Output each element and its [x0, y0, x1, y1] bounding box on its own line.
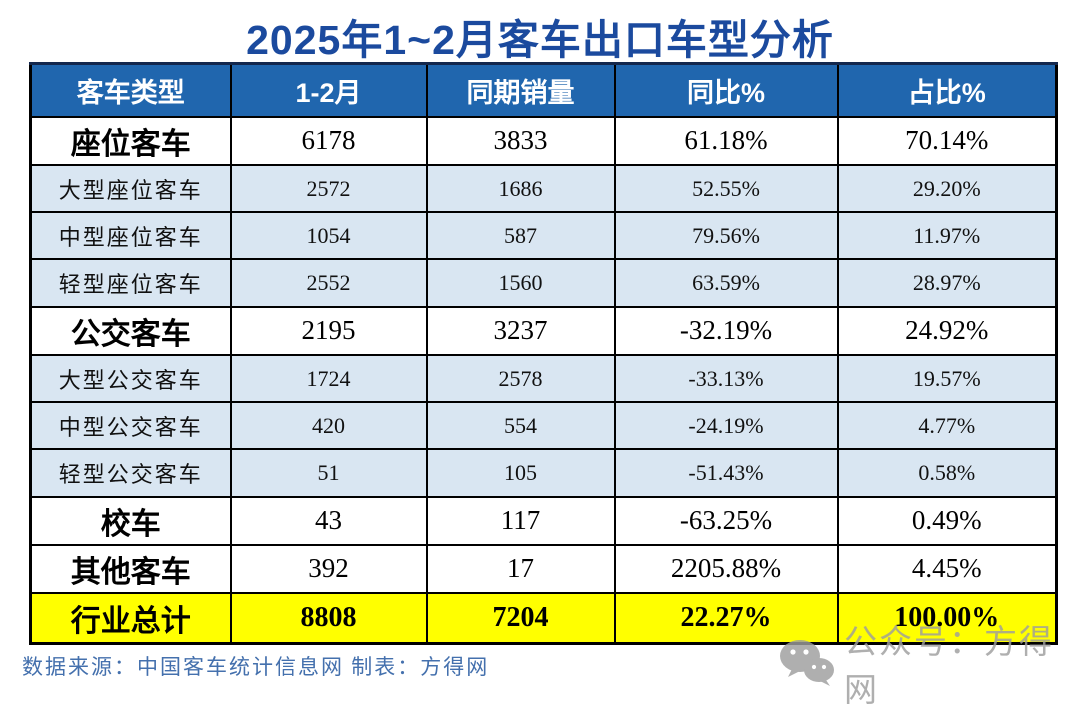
- category-cell: 中型公交客车: [29, 401, 232, 451]
- category-cell: 大型座位客车: [29, 163, 232, 214]
- value-cell: 6178: [229, 115, 428, 167]
- value-cell: 1724: [229, 353, 428, 404]
- value-cell: 117: [425, 495, 616, 546]
- value-cell: 2552: [229, 258, 428, 308]
- value-cell: 0.49%: [836, 495, 1058, 546]
- category-cell: 轻型座位客车: [29, 258, 232, 308]
- value-cell: -63.25%: [613, 495, 839, 546]
- value-cell: 4.45%: [836, 543, 1058, 595]
- value-cell: 51: [229, 448, 428, 498]
- value-cell: 70.14%: [836, 115, 1058, 167]
- category-cell: 轻型公交客车: [29, 448, 232, 498]
- table-header-row: 客车类型 1-2月 同期销量 同比% 占比%: [29, 61, 1058, 118]
- table-row-medium-seated: 中型座位客车 1054 587 79.56% 11.97%: [29, 211, 1058, 261]
- value-cell: -51.43%: [613, 448, 839, 498]
- value-cell: 105: [425, 448, 616, 498]
- page-title: 2025年1~2月客车出口车型分析: [246, 17, 834, 63]
- value-cell: 19.57%: [836, 353, 1058, 404]
- category-cell: 座位客车: [29, 115, 232, 167]
- value-cell: 22.27%: [613, 592, 839, 645]
- value-cell: 29.20%: [836, 163, 1058, 214]
- table-row-medium-city: 中型公交客车 420 554 -24.19% 4.77%: [29, 401, 1058, 451]
- value-cell: 63.59%: [613, 258, 839, 308]
- table-row-school-bus: 校车 43 117 -63.25% 0.49%: [29, 495, 1058, 546]
- header-cell-same-period: 同期销量: [425, 61, 616, 118]
- value-cell: 1686: [425, 163, 616, 214]
- header-cell-share: 占比%: [836, 61, 1058, 118]
- category-cell: 公交客车: [29, 305, 232, 356]
- value-cell: 7204: [425, 592, 616, 645]
- category-cell: 校车: [29, 495, 232, 546]
- value-cell: 52.55%: [613, 163, 839, 214]
- data-source-note: 数据来源：中国客车统计信息网 制表：方得网: [22, 655, 490, 679]
- value-cell: 24.92%: [836, 305, 1058, 356]
- table-row-light-city: 轻型公交客车 51 105 -51.43% 0.58%: [29, 448, 1058, 498]
- wechat-icon: [780, 640, 834, 686]
- value-cell: 43: [229, 495, 428, 546]
- value-cell: 1560: [425, 258, 616, 308]
- value-cell: 28.97%: [836, 258, 1058, 308]
- table-row-city-total: 公交客车 2195 3237 -32.19% 24.92%: [29, 305, 1058, 356]
- category-cell: 大型公交客车: [29, 353, 232, 404]
- bus-export-table: 客车类型 1-2月 同期销量 同比% 占比% 座位客车 6178 3833 61…: [29, 61, 1058, 645]
- value-cell: 2572: [229, 163, 428, 214]
- table-row-light-seated: 轻型座位客车 2552 1560 63.59% 28.97%: [29, 258, 1058, 308]
- table-row-large-seated: 大型座位客车 2572 1686 52.55% 29.20%: [29, 163, 1058, 214]
- value-cell: 3237: [425, 305, 616, 356]
- value-cell: 2205.88%: [613, 543, 839, 595]
- value-cell: 79.56%: [613, 211, 839, 261]
- value-cell: 3833: [425, 115, 616, 167]
- value-cell: 11.97%: [836, 211, 1058, 261]
- table-row-industry-total: 行业总计 8808 7204 22.27% 100.00%: [29, 592, 1058, 645]
- value-cell: 61.18%: [613, 115, 839, 167]
- value-cell: 554: [425, 401, 616, 451]
- value-cell: -32.19%: [613, 305, 839, 356]
- table-row-other-bus: 其他客车 392 17 2205.88% 4.45%: [29, 543, 1058, 595]
- value-cell: 0.58%: [836, 448, 1058, 498]
- table-row-large-city: 大型公交客车 1724 2578 -33.13% 19.57%: [29, 353, 1058, 404]
- header-cell-category: 客车类型: [29, 61, 232, 118]
- value-cell: 4.77%: [836, 401, 1058, 451]
- value-cell: 100.00%: [836, 592, 1058, 645]
- category-cell: 行业总计: [29, 592, 232, 645]
- value-cell: 17: [425, 543, 616, 595]
- value-cell: 1054: [229, 211, 428, 261]
- value-cell: 392: [229, 543, 428, 595]
- value-cell: -33.13%: [613, 353, 839, 404]
- category-cell: 其他客车: [29, 543, 232, 595]
- header-cell-yoy: 同比%: [613, 61, 839, 118]
- value-cell: 8808: [229, 592, 428, 645]
- value-cell: 2195: [229, 305, 428, 356]
- header-cell-jan-feb: 1-2月: [229, 61, 428, 118]
- value-cell: -24.19%: [613, 401, 839, 451]
- value-cell: 420: [229, 401, 428, 451]
- value-cell: 587: [425, 211, 616, 261]
- value-cell: 2578: [425, 353, 616, 404]
- category-cell: 中型座位客车: [29, 211, 232, 261]
- table-row-seated-total: 座位客车 6178 3833 61.18% 70.14%: [29, 115, 1058, 167]
